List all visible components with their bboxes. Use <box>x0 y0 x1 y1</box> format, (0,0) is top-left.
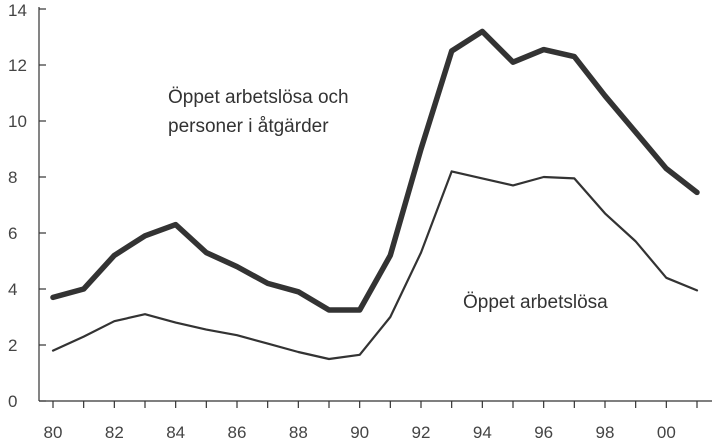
x-tick-label: 98 <box>596 423 615 442</box>
y-tick-label: 10 <box>8 112 27 131</box>
x-tick-label: 88 <box>289 423 308 442</box>
y-tick-label: 14 <box>8 1 27 20</box>
x-tick-label: 80 <box>44 423 63 442</box>
x-tick-label: 96 <box>534 423 553 442</box>
x-tick-label: 92 <box>412 423 431 442</box>
series-label-open: Öppet arbetslösa <box>463 292 608 313</box>
series-line-open <box>51 170 699 361</box>
x-tick-label: 84 <box>166 423 185 442</box>
series-label-total-line-2: personer i åtgärder <box>168 116 329 137</box>
y-tick-label: 0 <box>8 392 17 411</box>
series-label-total-line-1: Öppet arbetslösa och <box>168 87 349 108</box>
x-tick-label: 94 <box>473 423 492 442</box>
x-tick-label: 82 <box>105 423 124 442</box>
x-tick-label: 86 <box>228 423 247 442</box>
y-tick-label: 4 <box>8 280 17 299</box>
y-tick-label: 2 <box>8 336 17 355</box>
y-tick-label: 8 <box>8 168 17 187</box>
series-label-total: Öppet arbetslösa och personer i åtgärder <box>168 87 354 137</box>
y-tick-label: 6 <box>8 224 17 243</box>
y-tick-label: 12 <box>8 56 27 75</box>
x-tick-label: 00 <box>657 423 676 442</box>
x-axis-ticks: 80 82 84 86 88 90 92 94 96 98 00 <box>44 401 698 442</box>
y-axis-ticks: 0 2 4 6 8 10 12 14 <box>8 1 46 411</box>
x-tick-label: 90 <box>350 423 369 442</box>
series-lines <box>50 28 700 361</box>
series-line-total <box>50 28 700 313</box>
